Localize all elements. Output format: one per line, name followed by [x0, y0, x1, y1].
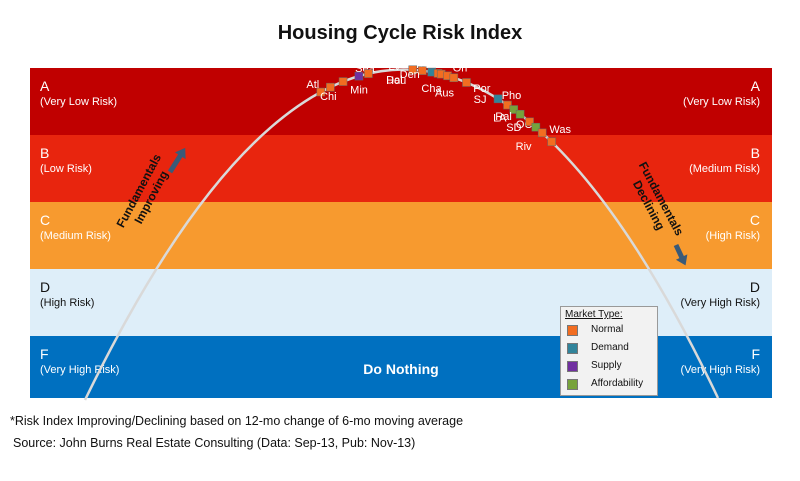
market-label: Cha [421, 83, 442, 95]
market-label: Chi [320, 91, 337, 103]
band-risk-left: (High Risk) [40, 297, 95, 309]
band-letter-right: F [751, 346, 760, 362]
chart-title: Housing Cycle Risk Index [277, 22, 523, 44]
market-marker [364, 69, 373, 78]
legend-swatch [567, 325, 578, 336]
band-risk-right: (Medium Risk) [689, 163, 760, 175]
band-letter-right: D [749, 279, 760, 295]
market-point: Pho [502, 90, 522, 110]
market-marker [316, 87, 326, 97]
market-label: LA [493, 113, 507, 125]
band-risk-right: (High Risk) [705, 230, 760, 242]
market-marker [503, 100, 512, 110]
band-risk-left: (Low Risk) [40, 163, 92, 175]
market-label: Aus [435, 87, 454, 99]
market-marker [531, 122, 541, 132]
market-label: Was [549, 124, 571, 136]
market-point: Den [400, 67, 436, 81]
market-label: Pho [502, 90, 522, 102]
market-marker [509, 105, 519, 114]
legend-label: Normal [591, 324, 624, 335]
legend-label: Affordability [591, 378, 644, 389]
footnote: *Risk Index Improving/Declining based on… [10, 414, 464, 428]
risk-band-b: B (Low Risk) B (Medium Risk) [30, 135, 772, 202]
band-letter-left: C [40, 212, 51, 228]
legend-swatch [567, 343, 578, 354]
market-point: Was [537, 124, 571, 138]
market-point: Por [449, 73, 491, 95]
band-risk-right: (Very High Risk) [680, 364, 760, 376]
market-point: Tam [418, 58, 439, 75]
legend-title: Market Type: [565, 309, 623, 320]
market-label: Den [400, 69, 420, 81]
market-point: Min [338, 77, 368, 97]
market-marker [462, 78, 471, 87]
market-label: Por [473, 83, 490, 95]
band-risk-left: (Medium Risk) [40, 230, 111, 242]
band-risk-left: (Very Low Risk) [40, 96, 118, 108]
legend: Market Type: Normal Demand Supply Affordabi… [560, 306, 658, 396]
market-marker [408, 65, 417, 75]
market-label: Hou [386, 75, 406, 87]
market-point: Dal [364, 69, 403, 87]
source: Source: John Burns Real Estate Consultin… [13, 436, 416, 450]
market-point: Hou [386, 69, 446, 87]
band-letter-left: A [40, 78, 50, 94]
legend-label: Supply [591, 360, 622, 371]
market-point: LA [493, 105, 519, 125]
band-letter-right: B [750, 145, 760, 161]
market-marker [515, 109, 525, 119]
band-letter-left: D [40, 279, 51, 295]
market-marker [547, 137, 556, 147]
market-point: Cha [421, 71, 452, 95]
market-label: Orl [453, 62, 468, 74]
legend-swatch [567, 361, 578, 372]
declining-arrow-icon [673, 243, 688, 266]
risk-band-c: C (Medium Risk) C (High Risk) [30, 202, 772, 269]
market-point: Ral [495, 111, 534, 127]
market-label: Riv [516, 141, 532, 153]
market-label: Dal [386, 75, 403, 87]
band-letter-left: F [40, 346, 49, 362]
legend-swatch [567, 379, 578, 390]
market-point: Riv [516, 137, 556, 153]
market-marker [326, 82, 335, 92]
improving-arrow-icon [167, 147, 186, 174]
market-marker [354, 71, 364, 81]
risk-band-a: A (Very Low Risk) A (Very Low Risk) [30, 68, 772, 135]
market-point: SD [506, 122, 541, 134]
market-marker [493, 94, 503, 104]
market-label: Min [350, 85, 368, 97]
band-risk-right: (Very High Risk) [680, 297, 760, 309]
market-label: Ral [495, 111, 512, 123]
market-marker [338, 77, 348, 86]
cycle-curve [83, 68, 720, 401]
market-marker [537, 128, 547, 138]
band-letter-right: C [749, 212, 760, 228]
market-label: Tam [418, 58, 439, 70]
market-label: SJ [474, 94, 487, 106]
market-marker [449, 73, 459, 83]
band-letter-left: B [40, 145, 50, 161]
market-point: Chi [320, 82, 337, 103]
market-point: Atl [306, 79, 326, 97]
market-point: SJ [474, 94, 503, 106]
market-marker [525, 117, 534, 127]
legend-label: Demand [591, 342, 629, 353]
band-letter-right: A [750, 78, 760, 94]
market-label: SD [506, 122, 521, 134]
market-point: Aus [435, 78, 471, 99]
band-risk-right: (Very Low Risk) [682, 96, 760, 108]
do-nothing-label: Do Nothing [363, 361, 439, 377]
market-point: LV [388, 61, 417, 75]
market-marker [417, 66, 427, 75]
market-label: Atl [306, 79, 319, 91]
market-label: LV [388, 61, 401, 73]
